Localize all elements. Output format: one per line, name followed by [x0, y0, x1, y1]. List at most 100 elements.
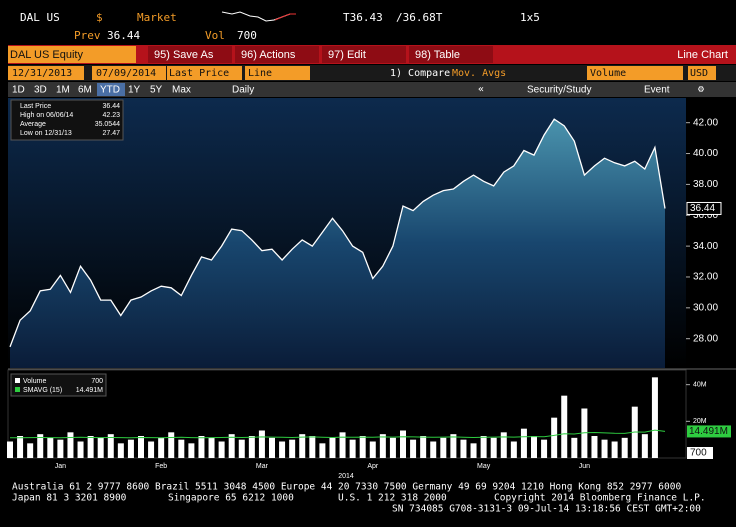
style: Line — [248, 68, 272, 79]
style-box[interactable] — [245, 66, 310, 80]
period[interactable]: 1D — [12, 85, 25, 96]
sparkline — [221, 11, 296, 22]
volume-bar — [228, 434, 235, 458]
period[interactable]: 1Y — [128, 85, 141, 96]
currency-box[interactable] — [688, 66, 716, 80]
period-bar — [8, 82, 736, 97]
volume-bar — [117, 443, 124, 458]
settings-icon[interactable]: ⚙ — [697, 84, 704, 95]
y-tick-label: 36.00 — [693, 210, 718, 221]
volume-box[interactable] — [587, 66, 683, 80]
market: Market — [137, 11, 177, 24]
security-study[interactable]: Security/Study — [527, 85, 591, 96]
volume-bar — [410, 439, 417, 458]
event[interactable]: Event — [644, 85, 670, 96]
frequency[interactable]: Daily — [232, 85, 254, 96]
volume-bar — [369, 441, 376, 458]
volume-bar — [571, 437, 578, 458]
y-tick-label: 28.00 — [693, 333, 718, 344]
period[interactable]: 3D — [34, 85, 47, 96]
volume-bar — [490, 437, 497, 458]
collapse-icon[interactable]: « — [478, 84, 484, 95]
start-date: 12/31/2013 — [12, 68, 72, 79]
legend-label: Average — [20, 121, 46, 128]
y-tick-label: 32.00 — [693, 272, 718, 283]
toolbar-button[interactable] — [322, 46, 406, 63]
footer-line: Japan 81 3 3201 8900 — [12, 493, 127, 504]
legend-value: 35.0544 — [95, 121, 120, 128]
end-box[interactable] — [92, 66, 166, 80]
footer-line: Australia 61 2 9777 8600 Brazil 5511 304… — [12, 482, 681, 493]
period[interactable]: 1M — [56, 85, 70, 96]
last-price-box — [686, 201, 722, 215]
volume-bar — [289, 439, 296, 458]
legend-value: 700 — [91, 378, 103, 385]
footer-line: U.S. 1 212 318 2000 — [338, 493, 447, 504]
volume-bar — [420, 436, 427, 458]
volume-bar — [339, 432, 346, 458]
volume-field: Volume — [590, 68, 626, 79]
volume-bar — [67, 432, 74, 458]
security: DAL US Equity — [10, 49, 83, 61]
volume-bar — [269, 437, 275, 458]
period[interactable]: 6M — [78, 85, 92, 96]
end-date: 07/09/2014 — [96, 68, 156, 79]
volume-bar — [208, 437, 215, 458]
x-axis-year: 2014 — [338, 473, 354, 480]
x-tick-label: Mar — [256, 463, 269, 470]
volume-bar — [178, 439, 185, 458]
volume-bar — [198, 436, 205, 458]
legend-label: SMAVG (15) — [23, 387, 62, 394]
volume-bar — [299, 434, 306, 458]
volume-legend — [10, 373, 107, 397]
smavg-line — [10, 429, 666, 439]
mov-avgs[interactable]: Mov. Avgs — [452, 68, 506, 79]
period[interactable]: Max — [172, 85, 191, 96]
legend-label: Volume — [23, 378, 46, 385]
volume-bar — [218, 441, 225, 458]
x-tick-label: Jan — [55, 463, 66, 470]
volume-bar — [47, 437, 54, 458]
footer-line: Singapore 65 6212 1000 — [168, 493, 294, 504]
volume-bar — [349, 439, 356, 458]
y-tick-label: 34.00 — [693, 241, 718, 252]
volume-bar — [87, 436, 94, 458]
toolbar-button[interactable] — [409, 46, 493, 63]
chart-type: Line Chart — [677, 49, 728, 61]
toolbar-button-label: 98) Table — [415, 49, 460, 61]
volume-last-box — [687, 446, 713, 459]
smavg-label: 14.491M — [689, 426, 728, 437]
volume-bar — [329, 437, 336, 458]
security-box[interactable] — [8, 46, 136, 63]
volume-bar — [37, 434, 44, 458]
y-tick-label: 42.00 — [693, 117, 718, 128]
period[interactable]: YTD — [100, 85, 120, 96]
y-tick-label: 40M — [693, 382, 707, 389]
volume-bar — [7, 441, 13, 458]
toolbar-button[interactable] — [148, 46, 232, 63]
volume-bar — [248, 436, 255, 458]
volume-bar — [440, 437, 447, 458]
ticker: DAL US — [20, 11, 60, 24]
volume-last-label: 700 — [690, 448, 707, 459]
legend-swatch — [15, 387, 20, 392]
volume-bar — [389, 437, 396, 458]
volume-bar — [319, 443, 326, 458]
toolbar-button[interactable] — [235, 46, 319, 63]
size: 1x5 — [520, 11, 540, 24]
field-box[interactable] — [167, 66, 242, 80]
volume-bar — [470, 443, 477, 458]
legend-value: 14.491M — [76, 387, 103, 394]
start-box[interactable] — [8, 66, 84, 80]
volume-bar — [551, 417, 558, 458]
volume-bar — [309, 436, 316, 458]
compare[interactable]: 1) Compare — [390, 68, 450, 79]
volume-bar — [168, 432, 175, 458]
toolbar-button-label: 95) Save As — [154, 49, 214, 61]
volume-bar — [450, 434, 457, 458]
legend-value: 27.47 — [102, 130, 120, 137]
footer-line: SN 734085 G708-3131-3 09-Jul-14 13:18:56… — [392, 504, 701, 515]
period[interactable]: 5Y — [150, 85, 163, 96]
x-tick-label: Feb — [155, 463, 167, 470]
